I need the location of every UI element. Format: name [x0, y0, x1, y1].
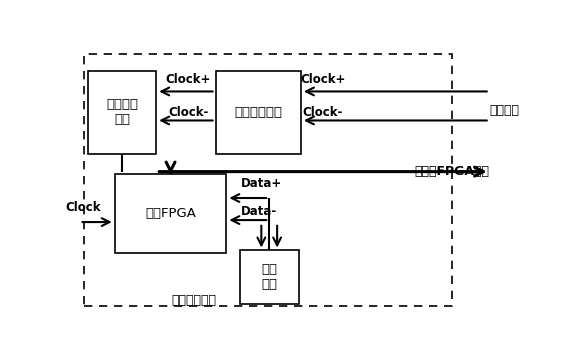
- Bar: [84, 54, 452, 306]
- Bar: [239, 251, 299, 304]
- Text: 主控FPGA: 主控FPGA: [145, 207, 196, 220]
- Text: 外部时钟
接口: 外部时钟 接口: [106, 98, 138, 126]
- Text: Clock-: Clock-: [303, 106, 343, 119]
- Text: 子采集FPGA数据: 子采集FPGA数据: [415, 165, 490, 178]
- Text: 无线收发模块: 无线收发模块: [234, 106, 282, 119]
- Text: Data+: Data+: [241, 177, 282, 190]
- Bar: [88, 71, 156, 154]
- Text: Data-: Data-: [241, 205, 277, 218]
- Text: Clock-: Clock-: [168, 106, 208, 119]
- Bar: [114, 174, 226, 253]
- Bar: [216, 71, 301, 154]
- Text: 数据
缓存: 数据 缓存: [261, 264, 277, 292]
- Text: Clock: Clock: [65, 201, 101, 214]
- Text: Clock+: Clock+: [166, 73, 211, 86]
- Text: 数据处理模块: 数据处理模块: [171, 294, 216, 307]
- Text: Clock+: Clock+: [301, 73, 346, 86]
- Text: 无线传输: 无线传输: [490, 104, 520, 117]
